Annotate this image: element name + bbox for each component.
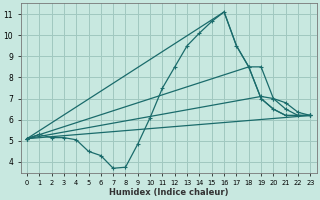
X-axis label: Humidex (Indice chaleur): Humidex (Indice chaleur): [109, 188, 228, 197]
